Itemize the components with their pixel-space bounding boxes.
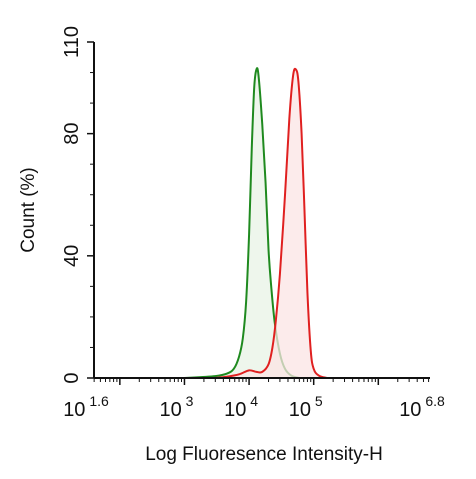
x-tick-label-0: 10 1.6	[63, 393, 109, 421]
series-layer	[184, 67, 328, 379]
x-tick-exponent: 1.6	[85, 393, 109, 409]
x-tick-base: 10	[399, 399, 421, 421]
series-0-area	[184, 68, 300, 379]
x-tick-base: 10	[289, 399, 311, 421]
x-tick-base: 10	[224, 399, 246, 421]
y-tick-label-0: 0	[61, 372, 83, 383]
x-tick-label-1: 10 3	[159, 393, 193, 421]
x-tick-exponent: 4	[246, 393, 258, 409]
series-1-line	[215, 67, 328, 379]
y-tick-label-2: 80	[61, 123, 83, 145]
y-tick-label-1: 40	[61, 245, 83, 267]
x-tick-exponent: 3	[182, 393, 194, 409]
x-tick-base: 10	[63, 399, 85, 421]
x-tick-exponent: 5	[311, 393, 323, 409]
y-tick-label-3: 110	[61, 26, 83, 58]
x-tick-exponent: 6.8	[421, 393, 445, 409]
y-axis-label: Count (%)	[18, 167, 39, 253]
axes-layer	[93, 42, 430, 379]
x-tick-base: 10	[159, 399, 181, 421]
series-1-area	[215, 68, 327, 378]
x-tick-label-2: 10 4	[224, 393, 258, 421]
x-tick-label-4: 10 6.8	[399, 393, 445, 421]
x-axis-label: Log Fluoresence Intensity-H	[145, 444, 383, 465]
x-tick-label-3: 10 5	[289, 393, 323, 421]
